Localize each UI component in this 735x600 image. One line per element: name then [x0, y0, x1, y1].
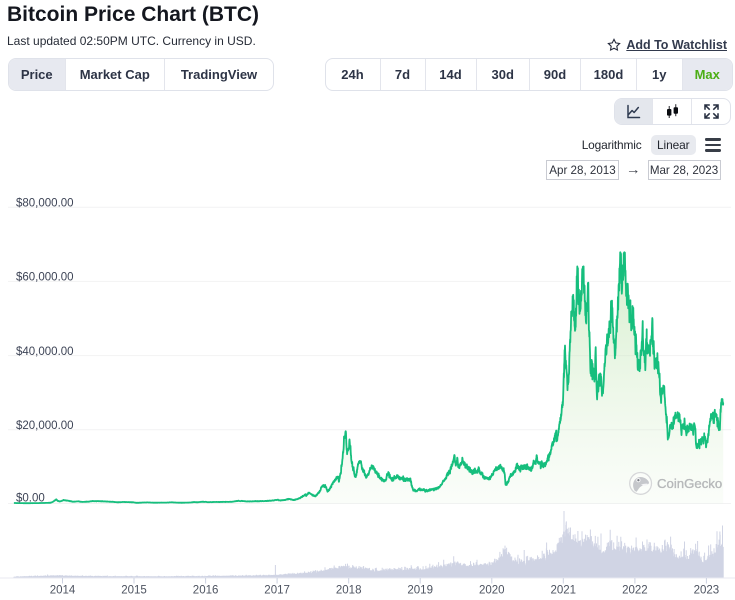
- svg-text:2015: 2015: [121, 585, 147, 597]
- svg-text:$40,000.00: $40,000.00: [16, 346, 74, 358]
- svg-text:2014: 2014: [50, 585, 76, 597]
- svg-text:CoinGecko: CoinGecko: [657, 476, 722, 491]
- svg-text:2019: 2019: [407, 585, 433, 597]
- svg-text:2023: 2023: [694, 585, 720, 597]
- svg-text:2022: 2022: [622, 585, 648, 597]
- svg-text:$80,000.00: $80,000.00: [16, 198, 74, 210]
- svg-text:$20,000.00: $20,000.00: [16, 420, 74, 432]
- svg-text:$0.00: $0.00: [16, 492, 45, 504]
- svg-text:2018: 2018: [336, 585, 362, 597]
- svg-text:2016: 2016: [193, 585, 219, 597]
- svg-text:$60,000.00: $60,000.00: [16, 272, 74, 284]
- svg-text:2021: 2021: [551, 585, 577, 597]
- svg-text:2017: 2017: [264, 585, 290, 597]
- svg-text:2020: 2020: [479, 585, 505, 597]
